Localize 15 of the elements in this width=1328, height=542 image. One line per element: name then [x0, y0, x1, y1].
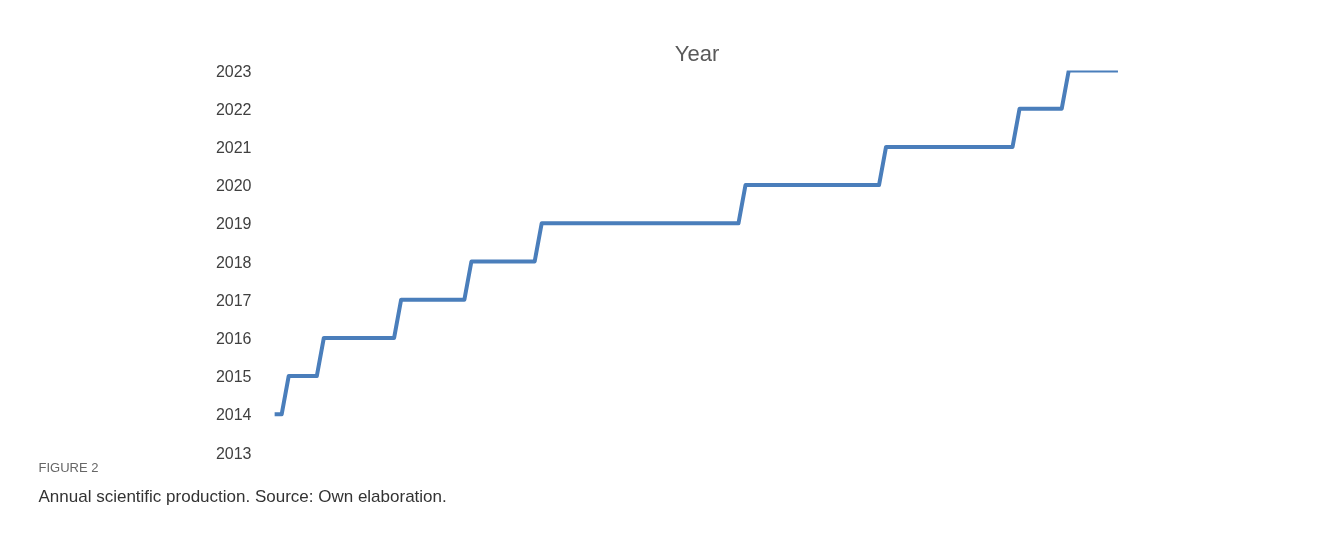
chart-title: Year [674, 40, 720, 66]
y-tick-label: 2015 [215, 368, 252, 386]
y-tick-label: 2020 [215, 177, 252, 195]
y-tick-label: 2018 [215, 253, 252, 271]
y-tick-label: 2014 [215, 406, 252, 424]
line-series [272, 70, 1120, 417]
y-tick-label: 2021 [215, 138, 252, 156]
caption: FIGURE 2 [38, 459, 99, 475]
y-tick-label: 2019 [215, 215, 252, 233]
text: Annual scientific production. Source: Own elaboration. [38, 486, 447, 506]
y-tick-label: 2023 [215, 62, 252, 80]
y-tick-label: 2017 [215, 291, 252, 309]
y-tick-label: 2016 [215, 329, 252, 347]
y-tick-label: 2013 [215, 444, 252, 462]
y-tick-label: 2022 [215, 100, 252, 118]
